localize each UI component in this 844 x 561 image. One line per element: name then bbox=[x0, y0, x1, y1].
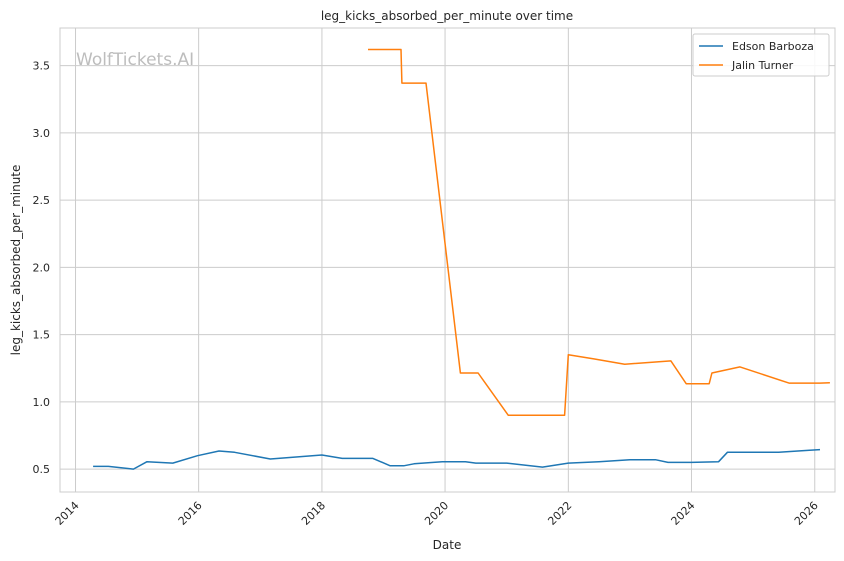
y-axis-label: leg_kicks_absorbed_per_minute bbox=[9, 165, 23, 356]
legend-label: Edson Barboza bbox=[732, 40, 814, 53]
series-line-1 bbox=[368, 48, 830, 417]
x-tick-label: 2026 bbox=[792, 499, 821, 528]
x-tick-label: 2020 bbox=[422, 499, 451, 528]
x-tick-label: 2024 bbox=[669, 499, 698, 528]
legend: Edson Barboza Jalin Turner bbox=[692, 33, 830, 77]
y-tick-label: 2.5 bbox=[33, 194, 51, 207]
y-tick-label: 3.5 bbox=[33, 60, 51, 73]
y-axis-ticks: 0.5 1.0 1.5 2.0 2.5 3.0 3.5 bbox=[33, 60, 51, 476]
series-line-0 bbox=[93, 448, 821, 470]
x-tick-label: 2016 bbox=[176, 499, 205, 528]
chart-title: leg_kicks_absorbed_per_minute over time bbox=[321, 9, 573, 23]
x-tick-label: 2018 bbox=[299, 499, 328, 528]
y-tick-label: 1.5 bbox=[33, 329, 51, 342]
legend-label: Jalin Turner bbox=[731, 59, 794, 72]
x-tick-label: 2022 bbox=[545, 499, 574, 528]
x-axis-label: Date bbox=[433, 538, 462, 552]
y-tick-label: 0.5 bbox=[33, 463, 51, 476]
x-axis-ticks: 2014 2016 2018 2020 2022 2024 2026 bbox=[53, 499, 821, 528]
y-tick-label: 1.0 bbox=[33, 396, 51, 409]
y-tick-label: 3.0 bbox=[33, 127, 51, 140]
watermark: WolfTickets.AI bbox=[76, 50, 194, 70]
x-tick-label: 2014 bbox=[53, 499, 82, 528]
plot-frame bbox=[59, 27, 836, 493]
y-tick-label: 2.0 bbox=[33, 261, 51, 274]
legend-box bbox=[692, 33, 830, 77]
series-layer bbox=[93, 48, 830, 470]
